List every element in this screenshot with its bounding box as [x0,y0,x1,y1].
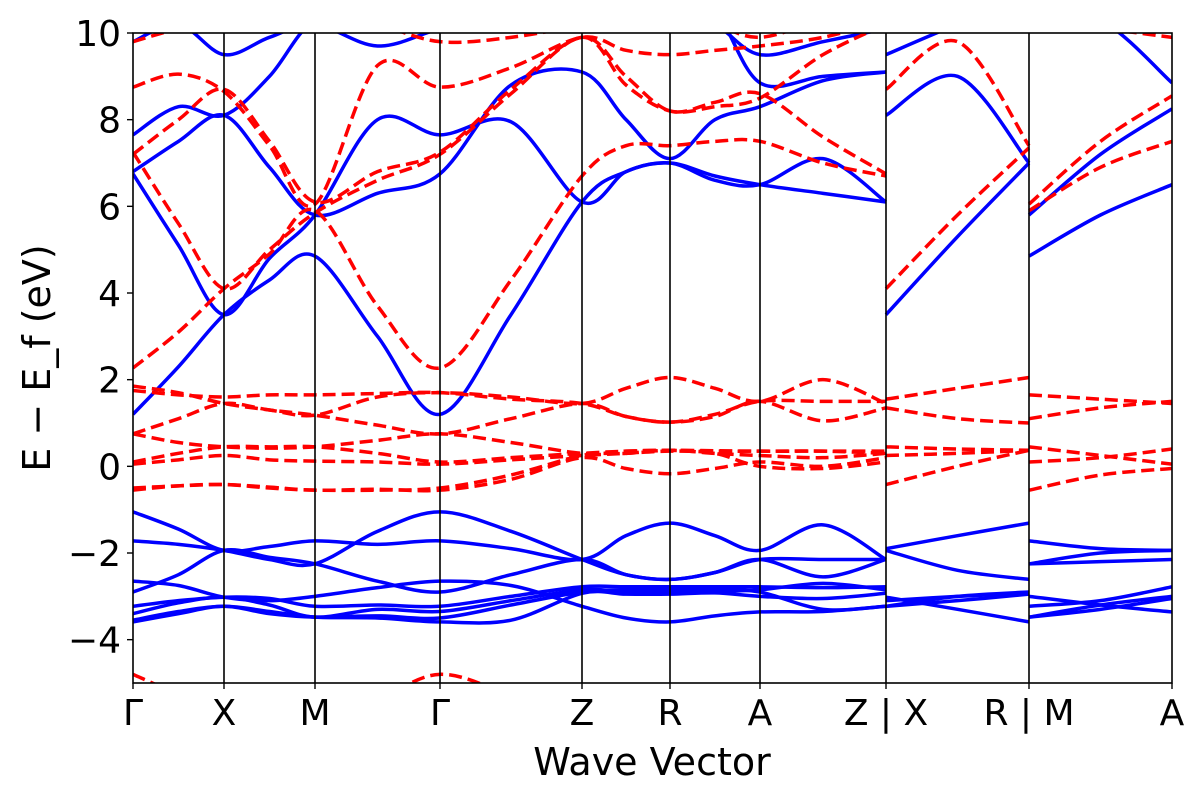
x-tick-label: R | M [983,693,1074,734]
spin-down-band-7-segment-2 [1028,466,1172,492]
spin-down-band-10-segment-2 [1124,33,1172,40]
spin-up-band-8-segment-0 [133,161,887,417]
y-tick-label: 2 [98,361,121,402]
y-axis: −4 −2 0 2 4 6 8 10 [68,14,133,662]
x-tick-label: Γ [430,693,450,734]
spin-down-band-0-segment-2 [1028,139,1172,213]
y-tick-label: 8 [98,101,121,142]
spin-down-band-5-segment-1 [885,448,1030,458]
x-axis: Γ X M Γ Z R A Z | X R | M A [123,683,1185,734]
spin-down-band-2-segment-2 [1028,399,1172,421]
x-tick-label: Z | X [844,693,928,734]
spin-up-band-2-segment-0 [133,548,886,594]
spin-up-band-1-segment-2 [1028,548,1172,566]
spin-down-band-9-segment-0 [133,33,872,291]
spin-down-band-9-segment-1 [884,38,1031,147]
spin-down-band-3-segment-0 [133,432,887,456]
spin-up-band-9-segment-1 [885,73,1031,165]
plot-frame [132,32,1173,684]
spin-up-band-8-segment-2 [1028,183,1172,258]
spin-up-band-10-segment-1 [885,33,941,57]
spin-up-band-0-segment-2 [1028,539,1172,553]
spin-down-band-5-segment-0 [133,444,886,464]
spin-up-band-1-segment-1 [885,548,1030,582]
y-tick-label: 6 [98,187,121,228]
spin-down-band-2-segment-1 [885,406,1030,425]
x-tick-label: X [212,693,237,734]
spin-up-band-0-segment-1 [885,521,1030,551]
spin-up-band-7-segment-0 [133,587,887,624]
y-tick-label: 10 [75,14,121,55]
x-tick-label: M [299,693,330,734]
spin-up-band-6-segment-2 [1028,596,1172,619]
y-tick-label: 0 [98,447,121,488]
spin-down-band-11-segment-0 [133,33,848,208]
spin-up-band-11-segment-0 [133,33,887,137]
spin-down-band-8-segment-0 [133,449,887,493]
spin-down-band-1-segment-1 [885,375,1030,401]
spin-down-band-12-segment-0 [133,33,788,45]
spin-up-band-9-segment-0 [133,114,888,317]
spin-up-band-8-segment-1 [884,161,1031,316]
x-tick-label: Γ [123,693,143,734]
spin-up-band-12-segment-0 [133,33,874,57]
x-tick-label: A [748,693,773,734]
y-tick-label: −2 [68,534,121,575]
spin-down-band-9-segment-2 [1027,94,1172,206]
spin-down-band-4-segment-0 [133,398,886,436]
spin-down-band-0-segment-0 [133,137,887,370]
spin-up-band-9-segment-2 [1027,107,1172,217]
spin-down-band-7-segment-0 [133,455,887,493]
x-tick-label: A [1160,693,1185,734]
y-axis-label: E − E_f (eV) [15,244,59,472]
spin-down-band-6-segment-0 [133,448,887,466]
spin-up-band-10-segment-2 [1116,33,1172,85]
bands-layer [133,33,1172,683]
spin-up-band-10-segment-0 [133,67,887,218]
spin-down-band-0-segment-1 [884,146,1031,290]
x-tick-label: Z [570,693,595,734]
kpoint-lines [223,33,1030,683]
x-tick-label: R [657,693,682,734]
spin-down-band-1-segment-0 [133,375,887,418]
spin-up-band-2-segment-2 [1028,557,1172,566]
spin-up-band-4-segment-2 [1028,585,1172,609]
x-axis-label: Wave Vector [533,740,771,784]
spin-down-band-10-segment-0 [133,35,887,205]
spin-up-band-6-segment-1 [885,592,1030,609]
y-tick-label: −4 [68,621,121,662]
y-tick-label: 4 [98,274,121,315]
